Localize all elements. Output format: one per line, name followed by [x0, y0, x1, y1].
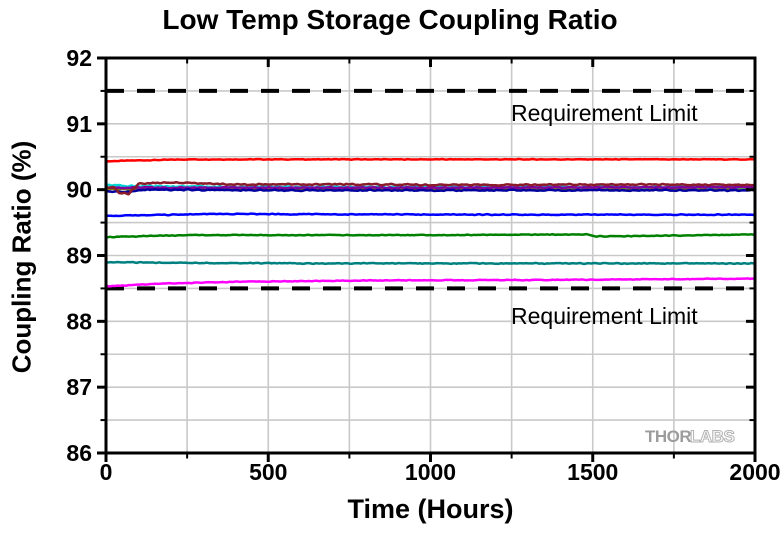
- x-tick-label: 1500: [567, 459, 618, 485]
- thorlabs-watermark-outline-text: LABS: [690, 427, 734, 446]
- series-blue-line: [105, 212, 756, 218]
- series-purple-line: [105, 185, 756, 190]
- requirement-limit-label-lower: Requirement Limit: [511, 303, 698, 329]
- series-green-line: [105, 232, 756, 239]
- x-tick-label: 500: [249, 459, 287, 485]
- thorlabs-watermark-solid-text: THOR: [645, 427, 691, 446]
- y-tick-label: 89: [66, 243, 92, 269]
- series-magenta-line: [105, 277, 756, 288]
- x-tick-label: 2000: [729, 459, 780, 485]
- x-axis-label: Time (Hours): [347, 494, 514, 524]
- y-axis-label: Coupling Ratio (%): [6, 140, 37, 374]
- series-red-line: [105, 157, 756, 163]
- y-tick-label: 87: [66, 374, 92, 400]
- series-navy-line: [105, 187, 756, 194]
- series-wine-line: [105, 180, 756, 196]
- y-tick-label: 88: [66, 308, 92, 334]
- chart-title: Low Temp Storage Coupling Ratio: [162, 4, 618, 35]
- y-tick-label: 86: [66, 440, 92, 466]
- requirement-limit-label-upper: Requirement Limit: [511, 100, 698, 126]
- series-dark-cyan-line: [105, 260, 756, 266]
- x-tick-label: 1000: [405, 459, 456, 485]
- y-tick-label: 90: [66, 177, 92, 203]
- thorlabs-watermark: THOR LABS: [644, 426, 756, 453]
- x-tick-label: 0: [100, 459, 113, 485]
- y-tick-label: 91: [66, 111, 92, 137]
- y-tick-label: 92: [66, 45, 92, 71]
